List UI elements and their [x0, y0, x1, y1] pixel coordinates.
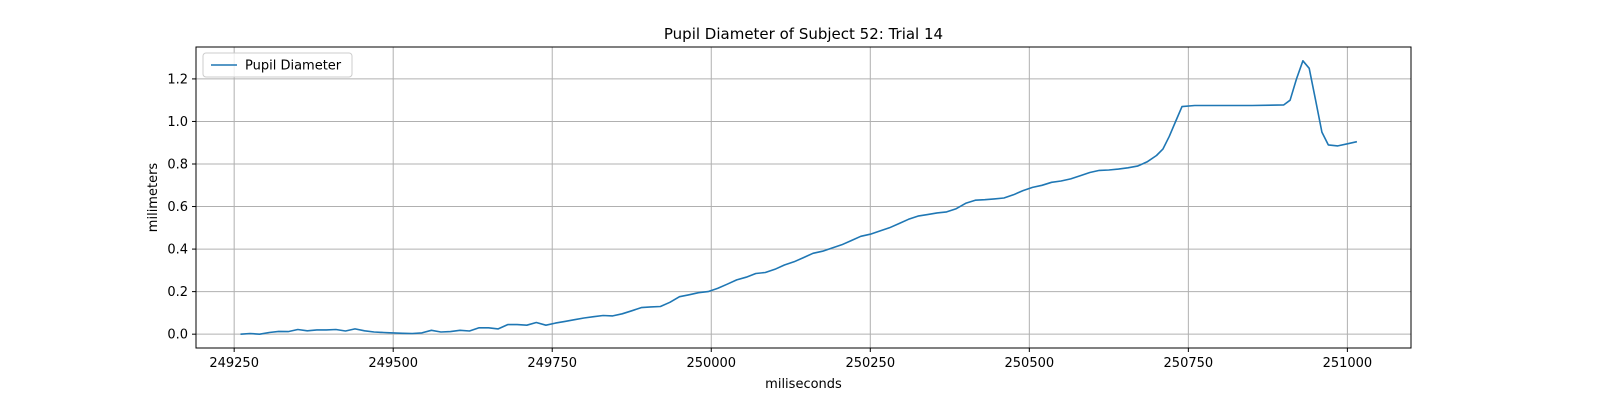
- x-tick-label: 250000: [686, 356, 736, 371]
- y-ticks: 0.0 0.2 0.4 0.6 0.8 1.0 1.2: [167, 72, 196, 343]
- x-tick-label: 249250: [209, 356, 259, 371]
- chart-title: Pupil Diameter of Subject 52: Trial 14: [664, 25, 943, 43]
- y-tick-label: 0.6: [167, 200, 188, 215]
- legend-label: Pupil Diameter: [245, 59, 342, 74]
- y-tick-label: 0.4: [167, 243, 188, 258]
- y-tick-label: 0.2: [167, 285, 188, 300]
- legend: Pupil Diameter: [202, 52, 353, 78]
- x-ticks: 249250 249500 249750 250000 250250 250500 2507…: [209, 348, 1372, 371]
- grid: [196, 47, 1411, 348]
- x-tick-label: 251000: [1323, 356, 1373, 371]
- x-tick-label: 250750: [1164, 356, 1214, 371]
- x-tick-label: 250250: [845, 356, 895, 371]
- legend-box: [202, 52, 353, 78]
- y-tick-label: 1.2: [167, 72, 188, 87]
- y-tick-label: 0.8: [167, 157, 188, 172]
- series-lines: [240, 59, 1358, 336]
- x-tick-label: 249750: [527, 356, 577, 371]
- x-tick-label: 250500: [1005, 356, 1055, 371]
- y-tick-label: 0.0: [167, 328, 188, 343]
- plot-frame: [195, 46, 1412, 349]
- series-line-pupil-diameter: [240, 59, 1358, 336]
- x-tick-label: 249500: [368, 356, 418, 371]
- x-axis-label: miliseconds: [765, 377, 842, 392]
- y-tick-label: 1.0: [167, 115, 188, 130]
- y-axis-label: milimeters: [146, 163, 161, 233]
